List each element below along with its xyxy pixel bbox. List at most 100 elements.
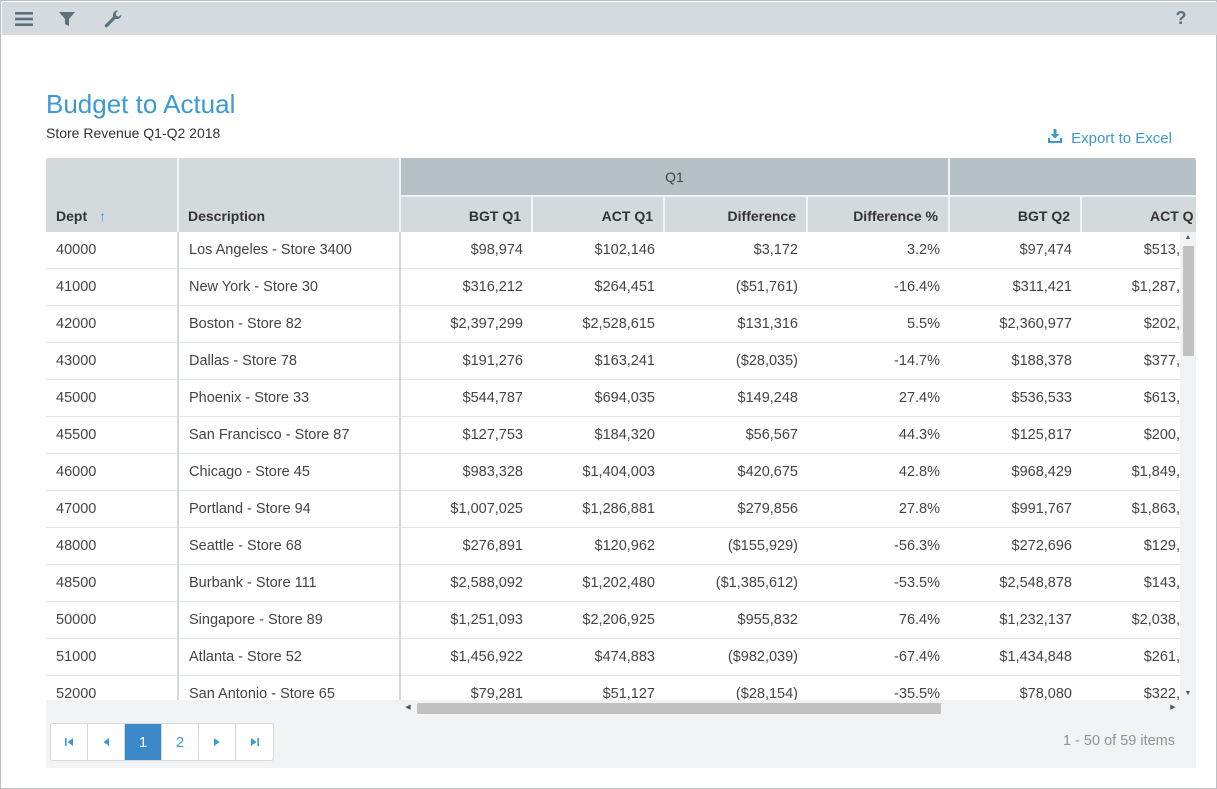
cell-act-q1: $474,883 bbox=[594, 649, 655, 665]
export-label: Export to Excel bbox=[1071, 130, 1172, 147]
cell-bgt-q1: $544,787 bbox=[462, 390, 523, 406]
cell-difference-pct: 42.8% bbox=[898, 464, 940, 480]
cell-act-q2: $129, bbox=[1143, 538, 1180, 554]
cell-bgt-q2: $2,360,977 bbox=[999, 316, 1072, 332]
table-row[interactable]: 41000 New York - Store 30 $316,212 $264,451… bbox=[46, 269, 1180, 306]
wrench-icon[interactable] bbox=[97, 2, 129, 35]
cell-bgt-q1: $191,276 bbox=[462, 353, 523, 369]
cell-difference-pct: 3.2% bbox=[906, 242, 940, 258]
cell-difference-pct: -56.3% bbox=[894, 538, 940, 554]
first-page-icon[interactable] bbox=[51, 724, 88, 760]
cell-difference: $3,172 bbox=[753, 242, 798, 258]
cell-act-q1: $163,241 bbox=[594, 353, 655, 369]
cell-dept: 51000 bbox=[56, 649, 97, 665]
scroll-left-icon[interactable]: ◀ bbox=[405, 704, 411, 711]
last-page-icon[interactable] bbox=[236, 724, 273, 760]
cell-bgt-q2: $991,767 bbox=[1011, 501, 1072, 517]
cell-act-q1: $120,962 bbox=[594, 538, 655, 554]
cell-act-q1: $694,035 bbox=[594, 390, 655, 406]
column-divider bbox=[399, 232, 401, 700]
table-row[interactable]: 51000 Atlanta - Store 52 $1,456,922 $474,88… bbox=[46, 639, 1180, 676]
table-row[interactable]: 46000 Chicago - Store 45 $983,328 $1,404,00… bbox=[46, 454, 1180, 491]
sort-ascending-icon: ↑ bbox=[99, 208, 107, 224]
horizontal-scroll-thumb[interactable] bbox=[417, 703, 941, 714]
cell-act-q2: $513, bbox=[1143, 242, 1180, 258]
header-group-q1-label: Q1 bbox=[665, 168, 684, 185]
table-row[interactable]: 52000 San Antonio - Store 65 $79,281 $51,12… bbox=[46, 676, 1180, 700]
header-bgt-q2[interactable]: BGT Q2 bbox=[950, 197, 1080, 232]
cell-description: Portland - Store 94 bbox=[189, 501, 311, 517]
prev-page-icon[interactable] bbox=[88, 724, 125, 760]
cell-bgt-q2: $968,429 bbox=[1011, 464, 1072, 480]
cell-description: Burbank - Store 111 bbox=[189, 575, 317, 591]
cell-bgt-q1: $98,974 bbox=[470, 242, 523, 258]
cell-bgt-q1: $1,456,922 bbox=[450, 649, 523, 665]
vertical-scrollbar[interactable]: ▲ ▼ bbox=[1180, 232, 1196, 700]
cell-bgt-q2: $1,232,137 bbox=[999, 612, 1072, 628]
cell-description: New York - Store 30 bbox=[189, 279, 318, 295]
cell-difference-pct: 27.8% bbox=[898, 501, 940, 517]
next-page-icon[interactable] bbox=[199, 724, 236, 760]
table-row[interactable]: 42000 Boston - Store 82 $2,397,299 $2,528,6… bbox=[46, 306, 1180, 343]
cell-difference-pct: -14.7% bbox=[894, 353, 940, 369]
cell-description: Dallas - Store 78 bbox=[189, 353, 297, 369]
cell-act-q2: $200, bbox=[1143, 427, 1180, 443]
table-row[interactable]: 47000 Portland - Store 94 $1,007,025 $1,286… bbox=[46, 491, 1180, 528]
header-bgt-q2-label: BGT Q2 bbox=[1017, 208, 1070, 224]
cell-description: Atlanta - Store 52 bbox=[189, 649, 302, 665]
header-description[interactable]: Description bbox=[179, 158, 399, 232]
menu-icon[interactable] bbox=[8, 2, 40, 35]
export-to-excel-button[interactable]: Export to Excel bbox=[1047, 129, 1172, 148]
table-row[interactable]: 48500 Burbank - Store 111 $2,588,092 $1,202… bbox=[46, 565, 1180, 602]
cell-dept: 52000 bbox=[56, 686, 97, 700]
table-row[interactable]: 43000 Dallas - Store 78 $191,276 $163,241 ($… bbox=[46, 343, 1180, 380]
cell-bgt-q2: $97,474 bbox=[1019, 242, 1072, 258]
table-row[interactable]: 45500 San Francisco - Store 87 $127,753 $18… bbox=[46, 417, 1180, 454]
filter-icon[interactable] bbox=[51, 2, 83, 35]
table-row[interactable]: 45000 Phoenix - Store 33 $544,787 $694,035 $… bbox=[46, 380, 1180, 417]
help-icon[interactable]: ? bbox=[1175, 8, 1187, 28]
cell-bgt-q1: $2,397,299 bbox=[450, 316, 523, 332]
cell-bgt-q2: $311,421 bbox=[1012, 279, 1072, 295]
cell-act-q2: $613, bbox=[1143, 390, 1180, 406]
cell-bgt-q2: $188,378 bbox=[1011, 353, 1072, 369]
data-grid: Dept ↑ Description Q1 BGT Q1 ACT Q1 Diff… bbox=[46, 158, 1196, 768]
table-row[interactable]: 48000 Seattle - Store 68 $276,891 $120,962 (… bbox=[46, 528, 1180, 565]
cell-difference: ($51,761) bbox=[735, 279, 798, 295]
scroll-up-icon[interactable]: ▲ bbox=[1184, 234, 1192, 241]
header-bgt-q1-label: BGT Q1 bbox=[468, 208, 521, 224]
cell-dept: 40000 bbox=[56, 242, 97, 258]
cell-difference-pct: -16.4% bbox=[894, 279, 940, 295]
cell-difference-pct: 5.5% bbox=[906, 316, 940, 332]
grid-body: 40000 Los Angeles - Store 3400 $98,974 $102… bbox=[46, 232, 1180, 700]
table-row[interactable]: 40000 Los Angeles - Store 3400 $98,974 $102… bbox=[46, 232, 1180, 269]
cell-difference: $420,675 bbox=[737, 464, 798, 480]
cell-dept: 50000 bbox=[56, 612, 97, 628]
header-group-q1: Q1 bbox=[401, 158, 948, 195]
cell-difference: ($982,039) bbox=[727, 649, 798, 665]
cell-difference-pct: -53.5% bbox=[894, 575, 940, 591]
cell-difference: $131,316 bbox=[737, 316, 798, 332]
cell-bgt-q1: $983,328 bbox=[462, 464, 523, 480]
header-act-q2[interactable]: ACT Q bbox=[1082, 197, 1196, 232]
vertical-scroll-thumb[interactable] bbox=[1183, 246, 1194, 356]
cell-act-q1: $2,528,615 bbox=[582, 316, 655, 332]
header-act-q1[interactable]: ACT Q1 bbox=[533, 197, 663, 232]
header-dept[interactable]: Dept ↑ bbox=[46, 158, 177, 232]
page-button-2[interactable]: 2 bbox=[162, 724, 199, 760]
cell-act-q2: $322, bbox=[1143, 686, 1180, 700]
page-button-1[interactable]: 1 bbox=[125, 724, 162, 760]
header-description-label: Description bbox=[188, 208, 266, 224]
horizontal-scrollbar[interactable]: ◀ ▶ bbox=[401, 700, 1180, 716]
header-bgt-q1[interactable]: BGT Q1 bbox=[401, 197, 531, 232]
scroll-right-icon[interactable]: ▶ bbox=[1170, 704, 1176, 711]
header-difference-pct[interactable]: Difference % bbox=[808, 197, 948, 232]
table-row[interactable]: 50000 Singapore - Store 89 $1,251,093 $2,20… bbox=[46, 602, 1180, 639]
scroll-down-icon[interactable]: ▼ bbox=[1184, 690, 1192, 697]
cell-dept: 48500 bbox=[56, 575, 97, 591]
cell-difference-pct: 44.3% bbox=[898, 427, 940, 443]
grid-header: Dept ↑ Description Q1 BGT Q1 ACT Q1 Diff… bbox=[46, 158, 1196, 232]
cell-dept: 42000 bbox=[56, 316, 97, 332]
header-difference[interactable]: Difference bbox=[665, 197, 806, 232]
